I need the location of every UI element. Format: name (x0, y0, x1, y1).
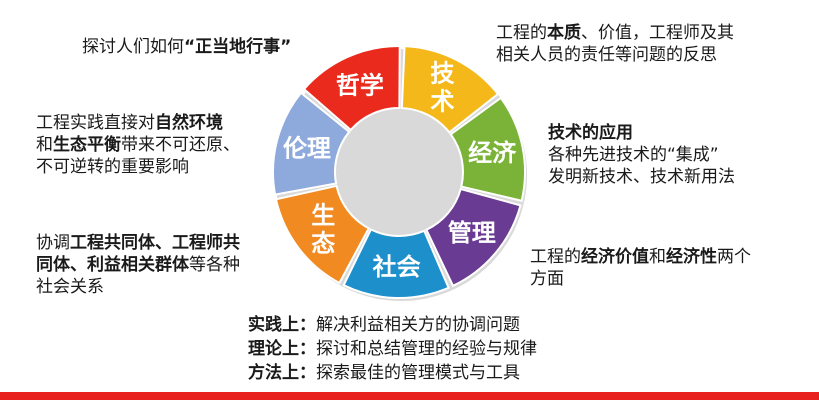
segment-economy (449, 96, 526, 202)
segment-label-technology: 技 (430, 59, 455, 87)
segment-label-technology: 术 (430, 87, 454, 115)
economy-description: 工程的经济价值和经济性两个 方面 (530, 247, 751, 289)
segment-label-economy: 经济 (468, 139, 517, 167)
segment-label-philosophy: 哲学 (336, 71, 384, 99)
philosophy-description: 工程的本质、价值，工程师及其 相关人员的责任等问题的反思 (496, 23, 734, 65)
segment-label-management: 管理 (448, 219, 496, 247)
segment-philosophy (302, 45, 401, 132)
segment-management (425, 187, 522, 288)
segment-label-ecology: 生 (311, 201, 335, 229)
society-description: 协调工程共同体、工程师共 同体、利益相关群体等各种 社会关系 (36, 233, 240, 297)
bottom-accent-bar (0, 392, 819, 400)
management-method-line: 方法上：探索最佳的管理模式与工具 (248, 363, 520, 383)
segment-society (342, 228, 450, 299)
segment-technology (400, 45, 500, 134)
technology-description: 技术的应用 各种先进技术的“集成” 发明新技术、技术新用法 (548, 123, 735, 187)
management-theory-line: 理论上：探讨和总结管理的经验与规律 (248, 339, 537, 359)
ecology-description: 工程实践直接对自然环境 和生态平衡带来不可还原、 不可逆转的重要影响 (36, 113, 240, 177)
segment-label-ethics: 伦理 (283, 135, 331, 163)
segment-ethics (272, 91, 351, 196)
ethics-description: 探讨人们如何“正当地行事” (82, 37, 292, 57)
segment-label-society: 社会 (373, 253, 421, 281)
segment-label-ecology: 态 (311, 229, 335, 257)
management-practice-line: 实践上：解决利益相关方的协调问题 (248, 315, 520, 335)
segment-ecology (274, 184, 371, 285)
